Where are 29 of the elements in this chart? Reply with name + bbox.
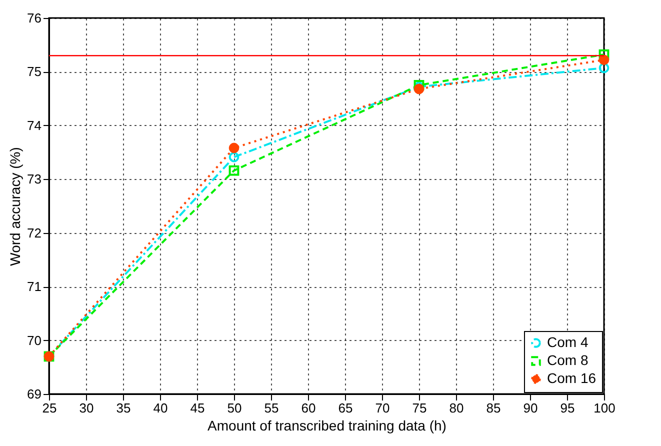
y-tick-label: 75 [27, 64, 42, 80]
x-axis-title: Amount of transcribed training data (h) [208, 418, 446, 434]
x-tick-label: 25 [42, 400, 57, 416]
x-tick-label: 100 [594, 400, 616, 416]
y-tick-label: 72 [27, 225, 42, 240]
legend-label: Com 16 [547, 370, 596, 386]
x-tick-label: 75 [412, 400, 427, 416]
y-axis-title: Word accuracy (%) [7, 147, 24, 266]
y-tick-label: 76 [27, 10, 42, 26]
y-tick-label: 69 [27, 386, 42, 402]
x-tick-label: 95 [560, 400, 575, 416]
x-tick-label: 85 [486, 400, 501, 416]
x-tick-label: 70 [375, 400, 390, 416]
x-tick-label: 80 [449, 400, 464, 416]
legend-label: Com 4 [547, 334, 588, 350]
legend-label: Com 8 [547, 352, 588, 368]
x-tick-label: 55 [264, 400, 279, 416]
x-tick-label: 60 [301, 400, 316, 416]
x-tick-label: 30 [79, 400, 94, 416]
y-tick-label: 71 [27, 279, 42, 294]
y-tick-label: 74 [27, 118, 42, 133]
x-tick-label: 45 [190, 400, 205, 416]
x-tick-label: 40 [153, 400, 168, 416]
x-tick-label: 90 [523, 400, 538, 416]
x-tick-label: 65 [338, 400, 353, 416]
x-tick-label: 50 [227, 400, 242, 416]
x-tick-label: 35 [116, 400, 131, 416]
y-tick-label: 70 [27, 332, 42, 348]
y-tick-label: 73 [27, 172, 42, 187]
